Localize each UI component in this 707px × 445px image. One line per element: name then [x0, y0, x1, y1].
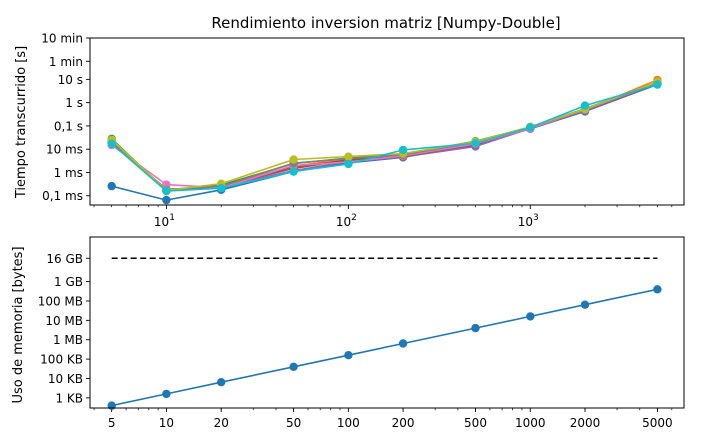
y-tick-label: 1 ms — [54, 166, 83, 180]
plot-memory: 5 10 20 50 100 200 500 1000 2000 5000 1 KB 10 KB 100… — [38, 236, 685, 430]
y-tick-label: 1 KB — [55, 391, 83, 405]
y-tick-label: 0,1 ms — [42, 189, 83, 203]
x-tick-label: 10 — [159, 416, 174, 430]
x-tick-label: 100 — [337, 416, 360, 430]
data-point — [107, 401, 116, 410]
data-point — [344, 152, 353, 161]
data-point — [580, 300, 590, 309]
series-line — [111, 83, 658, 201]
data-point — [344, 159, 353, 169]
data-point — [344, 351, 353, 360]
y-tick-label: 1 min — [49, 55, 83, 69]
data-point — [289, 155, 298, 164]
y-tick-label: 100 KB — [40, 353, 83, 367]
data-point — [526, 123, 535, 132]
x-tick-label: 5 — [108, 416, 116, 430]
data-point — [471, 323, 480, 333]
chart-title: Rendimiento inversion matriz [Numpy-Doub… — [211, 14, 560, 32]
data-point — [162, 186, 171, 196]
data-point — [162, 195, 171, 205]
y-tick-label: 16 GB — [46, 252, 83, 266]
series-line — [111, 81, 658, 192]
x-tick-label: 200 — [392, 416, 415, 430]
y-tick-label: 10 s — [58, 73, 83, 87]
plot-frame — [89, 236, 685, 409]
y-tick-label: 0,1 s — [54, 119, 83, 133]
series-line — [111, 82, 658, 189]
data-point — [580, 101, 590, 110]
y-tick-label: 10 min — [41, 32, 83, 46]
x-tick-label: 102 — [336, 213, 357, 229]
x-tick-label: 2000 — [570, 416, 601, 430]
plot-frame — [89, 37, 685, 206]
data-point — [653, 285, 662, 294]
y-tick-label: 1 GB — [54, 275, 83, 289]
series-line — [111, 288, 658, 407]
series-line — [111, 83, 658, 191]
x-tick-label: 1000 — [515, 416, 546, 430]
y-axis-label-time: Tiempo transcurrido [s] — [14, 46, 29, 199]
data-point — [526, 312, 535, 321]
x-tick-label: 103 — [518, 213, 539, 229]
data-point — [217, 378, 226, 387]
series-line — [111, 83, 658, 192]
x-tick-label: 500 — [464, 416, 487, 430]
y-axis-label-memory: Uso de memoria [bytes] — [11, 246, 26, 403]
y-tick-label: 10 MB — [45, 314, 83, 328]
x-tick-label: 5000 — [642, 416, 673, 430]
y-tick-label: 1 MB — [53, 333, 83, 347]
plot-time: 101 102 103 0,1 ms 1 ms 10 ms 0,1 s 1 s 10 s 1 mi… — [41, 32, 685, 229]
series-line — [111, 82, 658, 191]
data-point — [653, 80, 662, 89]
y-tick-label: 10 KB — [48, 372, 83, 386]
data-point — [289, 362, 298, 371]
x-tick-label: 50 — [286, 416, 301, 430]
y-tick-label: 1 s — [65, 96, 83, 110]
data-point — [107, 181, 116, 191]
y-tick-label: 100 MB — [38, 294, 83, 308]
data-point — [398, 145, 408, 155]
series-line — [111, 81, 658, 191]
data-point — [107, 139, 116, 148]
series-line — [111, 81, 658, 192]
series-line — [111, 82, 658, 192]
data-point — [398, 339, 408, 348]
data-point — [471, 139, 480, 148]
y-tick-label: 10 ms — [46, 143, 83, 157]
data-point — [289, 167, 298, 176]
x-tick-label: 20 — [214, 416, 229, 430]
data-point — [217, 184, 226, 193]
data-point — [162, 389, 171, 399]
x-tick-label: 101 — [154, 213, 175, 229]
series-line — [111, 79, 658, 192]
